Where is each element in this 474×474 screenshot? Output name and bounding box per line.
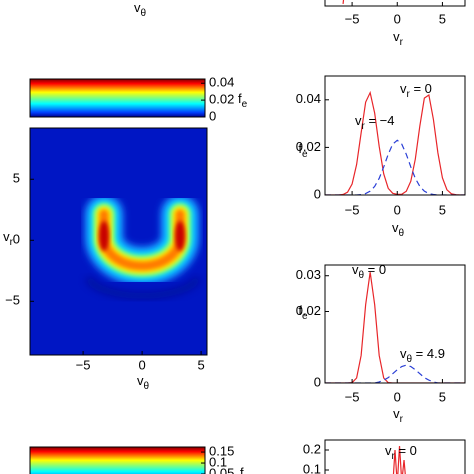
symbol: v [355,113,362,128]
heatmap-core [99,221,109,251]
y-tick-label: 0.03 [296,267,321,282]
series-line [325,364,465,383]
subscript: r [10,237,14,248]
colorbar-label: f [240,465,244,474]
subscript: θ [398,228,404,239]
subscript: e [302,149,308,160]
subscript: r [400,37,404,48]
subscript: θ [359,270,365,281]
symbol: v [134,0,141,15]
x-tick-label: 0 [394,389,401,404]
annotation: vθ = 0 [352,262,386,280]
symbol: v [393,29,400,44]
y-tick-label: −5 [5,293,20,308]
symbol: v [392,220,399,235]
colorbar-tick-label: 0 [209,108,216,123]
plot-frame [324,75,466,196]
y-axis-label: vr [3,229,14,247]
subscript: θ [407,354,413,365]
y-tick-label: 0.04 [296,91,321,106]
series-line [325,90,465,195]
symbol: v [137,373,144,388]
y-axis-label: fe [298,303,308,321]
plot-area [325,76,465,195]
symbol: v [3,229,10,244]
x-tick-label: 5 [439,202,446,217]
plot-frame [29,127,208,356]
x-axis-label: vr [393,406,404,424]
x-tick-label: −5 [345,202,360,217]
subscript: r [400,414,404,425]
colorbar [29,78,206,118]
x-tick-label: 0 [138,357,145,372]
plot-area [325,0,465,6]
y-tick-label: 0.2 [303,441,321,456]
y-tick-label: 5 [13,171,20,186]
y-tick-label: 0 [314,186,321,201]
heatmap-image [30,128,207,355]
symbol: v [393,406,400,421]
symbol: v [400,81,407,96]
label-text: = 0 [364,262,386,277]
y-axis-label: fe [298,141,308,159]
colorbar [29,446,206,474]
subscript: θ [143,381,149,392]
symbol: f [240,465,244,474]
y-tick-label: 0 [314,374,321,389]
label-text: = −4 [365,113,395,128]
label-text: = 0 [410,81,432,96]
heatmap-shadow [84,276,202,300]
subscript: θ [140,8,146,19]
x-tick-label: 5 [439,389,446,404]
annotation: vr = −4 [355,113,394,131]
plot-frame [324,0,466,7]
plot-frame [324,439,466,474]
colorbar-tick-label: 0.04 [209,75,234,90]
colorbar-tick-label: 0.05 [209,465,234,474]
colorbar-label: fe [238,91,248,109]
x-tick-label: 0 [394,11,401,26]
series-line [392,445,406,474]
y-tick-label: 0.02 [296,139,321,154]
symbol: v [385,443,392,458]
colorbar-tick-label: 0.1 [209,454,227,469]
x-tick-label: −5 [345,389,360,404]
x-axis-label: vθ [137,373,150,391]
symbol: f [298,303,302,318]
label-text: = 0 [395,443,417,458]
colorbar-tick-label: 0.15 [209,443,234,458]
x-tick-label: 0 [394,202,401,217]
annotation: vr = 0 [400,81,432,99]
plot-frame [324,264,466,384]
cropped-axis-label: vθ [134,0,147,18]
annotation: vr = 0 [385,443,417,461]
x-tick-label: −5 [76,357,91,372]
colorbar-tick-label: 0.02 [209,92,234,107]
y-tick-label: 0.02 [296,303,321,318]
subscript: r [407,89,411,100]
plot-area [325,265,465,383]
x-axis-label: vr [393,29,404,47]
x-tick-label: 5 [197,357,204,372]
subscript: e [242,99,248,110]
annotation: vθ = 4.9 [400,346,445,364]
subscript: e [302,311,308,322]
x-axis-label: vθ [392,220,405,238]
symbol: f [298,141,302,156]
series-line [325,139,465,195]
subscript: r [392,451,396,462]
symbol: v [400,346,407,361]
subscript: r [362,121,366,132]
heatmap-core [175,221,185,251]
label-text: = 4.9 [412,346,445,361]
y-tick-label: 0 [13,232,20,247]
symbol: v [352,262,359,277]
x-tick-label: −5 [345,11,360,26]
x-tick-label: 5 [439,11,446,26]
y-tick-label: 0.1 [303,461,321,474]
symbol: f [238,91,242,106]
